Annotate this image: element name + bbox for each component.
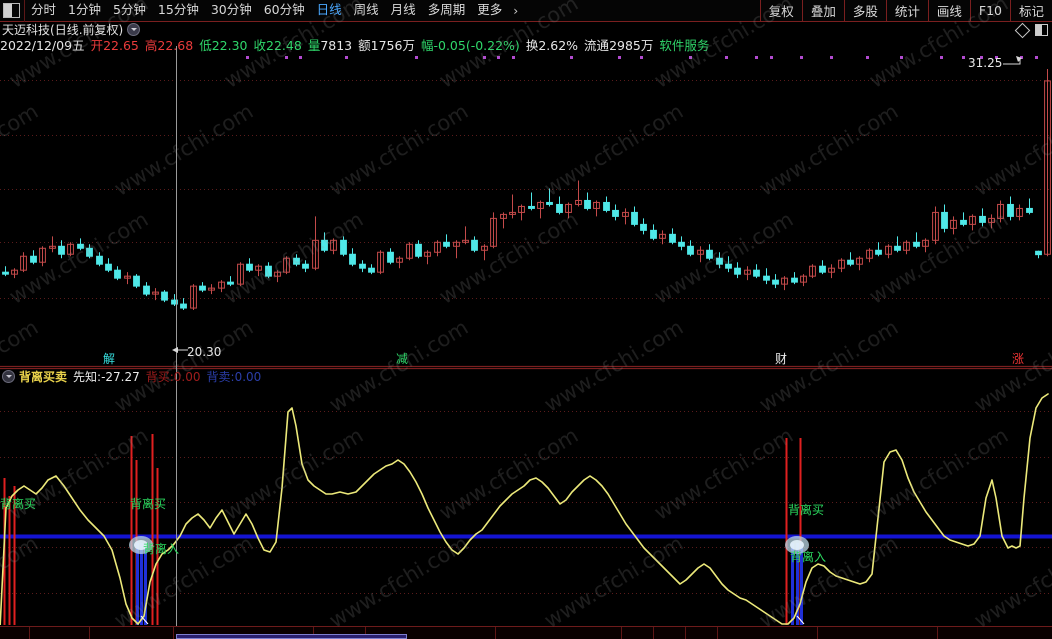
signal-label-buy-2: 背离买 — [130, 497, 167, 511]
bottom-status-bar[interactable] — [0, 626, 1052, 639]
tab-more[interactable]: 更多 — [477, 2, 503, 17]
diamond-icon[interactable] — [1014, 22, 1031, 38]
tab-30min[interactable]: 30分钟 — [210, 2, 252, 17]
top-toolbar: 分时 1分钟 5分钟 15分钟 30分钟 60分钟 日线 周线 月线 多周期 更… — [0, 0, 1052, 22]
signal-label-enter-2: 背离入 — [790, 550, 827, 564]
price-label-high: 31.25 — [968, 56, 1003, 70]
mark-jie: 解 — [103, 352, 116, 366]
bottom-cell[interactable] — [174, 627, 314, 639]
bottom-cell[interactable] — [30, 627, 90, 639]
bottom-cell[interactable] — [314, 627, 366, 639]
value-volume: 7813 — [320, 38, 353, 53]
indicator-value-beimai-sell: 0.00 — [234, 370, 262, 384]
signal-label-enter-1: 背离入 — [143, 542, 180, 556]
button-f10[interactable]: F10 — [969, 0, 1010, 22]
button-biaoji[interactable]: 标记 — [1009, 0, 1052, 22]
tab-1min[interactable]: 1分钟 — [68, 2, 101, 17]
bottom-cell[interactable] — [0, 627, 30, 639]
bottom-cell[interactable] — [90, 627, 174, 639]
indicator-value-xianzhi: -27.27 — [101, 370, 140, 384]
value-turnover: 2.62% — [538, 38, 579, 53]
signal-label-buy-1: 背离买 — [0, 497, 37, 511]
button-tongji[interactable]: 统计 — [885, 0, 928, 22]
split-panel-icon[interactable] — [1035, 24, 1048, 36]
price-chart-pane[interactable] — [0, 55, 1052, 368]
bottom-cell[interactable] — [366, 627, 496, 639]
button-fuquan[interactable]: 复权 — [759, 0, 802, 22]
crosshair-vertical-line[interactable] — [176, 46, 177, 626]
tab-daily[interactable]: 日线 — [316, 2, 342, 17]
tab-60min[interactable]: 60分钟 — [263, 2, 305, 17]
bottom-cell[interactable] — [496, 627, 622, 639]
value-float-shares: 2985万 — [609, 38, 654, 53]
value-close: 22.48 — [266, 38, 302, 53]
header-icons — [1014, 22, 1048, 38]
indicator-value-beimai: 0.00 — [173, 370, 201, 384]
label-turnover: 换 — [525, 38, 539, 53]
tab-15min[interactable]: 15分钟 — [157, 2, 199, 17]
price-label-low: 20.30 — [187, 345, 222, 359]
signal-label-buy-3: 背离买 — [788, 503, 825, 517]
bottom-active-tab[interactable] — [176, 634, 407, 639]
label-float-shares: 流通 — [584, 38, 610, 53]
toolbar-actions: 复权 叠加 多股 统计 画线 F10 标记 — [759, 0, 1052, 22]
chevron-down-circle-icon[interactable] — [127, 23, 141, 36]
tab-fenshi[interactable]: 分时 — [31, 2, 57, 17]
button-duogu[interactable]: 多股 — [843, 0, 886, 22]
bottom-cell[interactable] — [818, 627, 938, 639]
indicator-header: 背离买卖 先知:-27.27 背买:0.00 背卖:0.00 — [0, 370, 261, 384]
quote-weekday: 五 — [72, 38, 85, 53]
bottom-cell[interactable] — [718, 627, 818, 639]
mark-cai: 财 — [775, 352, 788, 366]
chevron-down-circle-icon[interactable] — [2, 370, 15, 383]
indicator-name: 背离买卖 — [19, 370, 68, 384]
value-low: 22.30 — [211, 38, 248, 53]
value-amount: 1756万 — [370, 38, 415, 53]
indicator-label-xianzhi: 先知: — [73, 370, 102, 384]
bottom-cell[interactable] — [686, 627, 718, 639]
tab-5min[interactable]: 5分钟 — [112, 2, 146, 17]
quote-header: 天迈科技(日线.前复权) — [0, 23, 1052, 37]
label-amount: 额 — [358, 38, 371, 53]
tab-monthly[interactable]: 月线 — [390, 2, 416, 17]
tab-weekly[interactable]: 周线 — [353, 2, 379, 17]
bottom-cell[interactable] — [622, 627, 654, 639]
label-open: 开 — [90, 38, 104, 53]
period-note: (日线.前复权) — [50, 23, 124, 37]
label-low: 低 — [199, 38, 212, 53]
label-change: 幅 — [420, 38, 434, 53]
label-high: 高 — [144, 38, 158, 53]
button-huaxian[interactable]: 画线 — [927, 0, 970, 22]
indicator-label-beimai: 背买: — [145, 370, 174, 384]
button-diejia[interactable]: 叠加 — [801, 0, 844, 22]
indicator-chart-pane[interactable] — [0, 368, 1052, 625]
indicator-label-beimai-sell: 背卖: — [206, 370, 235, 384]
chevron-right-icon[interactable]: › — [513, 3, 519, 18]
value-high: 22.68 — [157, 38, 193, 53]
tab-multi-period[interactable]: 多周期 — [427, 2, 466, 17]
bottom-cell[interactable] — [654, 627, 686, 639]
industry-label: 软件服务 — [659, 38, 710, 53]
toolbar-divider — [24, 0, 25, 22]
quote-date: 2022/12/09 — [0, 38, 73, 53]
period-tabs: 分时 1分钟 5分钟 15分钟 30分钟 60分钟 日线 周线 月线 多周期 更… — [0, 0, 523, 22]
price-label-leader-high — [1003, 56, 1022, 65]
mark-jian: 减 — [396, 352, 409, 366]
value-change: -0.05(-0.22%) — [433, 38, 520, 53]
label-close: 收 — [253, 38, 267, 53]
price-label-leader-low — [172, 347, 188, 353]
value-open: 22.65 — [103, 38, 139, 53]
stock-name: 天迈科技 — [2, 23, 51, 37]
mark-zhang: 涨 — [1012, 352, 1025, 366]
label-volume: 量 — [307, 38, 321, 53]
panel-icon[interactable] — [3, 3, 20, 18]
